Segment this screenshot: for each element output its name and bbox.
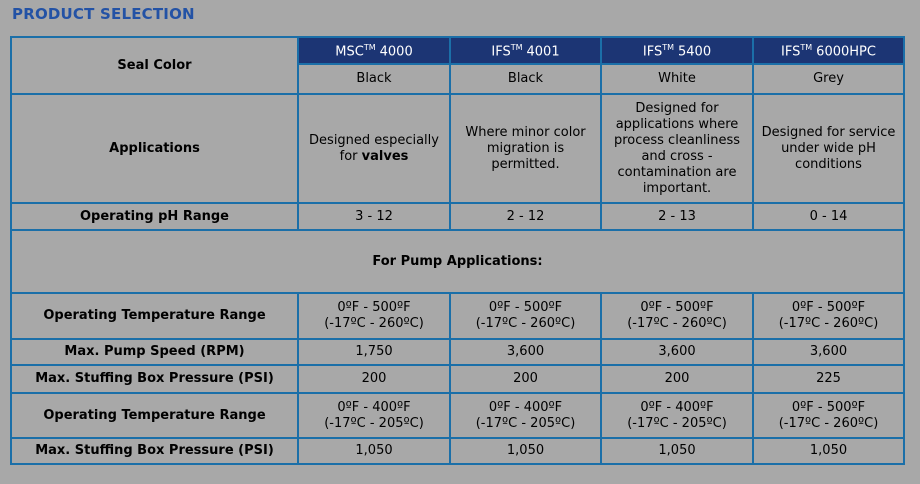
ph-range-label: Operating pH Range (10, 202, 299, 231)
temp-range-1-row: Operating Temperature Range 0ºF - 500ºF … (10, 292, 905, 340)
temp-range-1-label: Operating Temperature Range (10, 292, 299, 340)
stuffing-pressure-2-label: Max. Stuffing Box Pressure (PSI) (10, 437, 299, 465)
temp-celsius: (-17ºC - 205ºC) (627, 415, 727, 431)
stuffing-pressure-value: 1,050 (752, 437, 905, 465)
stuffing-pressure-1-label: Max. Stuffing Box Pressure (PSI) (10, 364, 299, 394)
pump-speed-value: 3,600 (600, 338, 754, 366)
applications-value: Where minor color migration is permitted… (449, 93, 602, 204)
stuffing-pressure-value: 1,050 (297, 437, 451, 465)
product-model: 5400 (678, 44, 712, 60)
seal-color-value: Black (297, 63, 451, 95)
tm-superscript: TM (800, 43, 813, 53)
ph-range-value: 2 - 12 (449, 202, 602, 231)
applications-value: Designed for applications where process … (600, 93, 754, 204)
header-row: Seal Color MSCTM 4000 IFSTM 4001 IFSTM 5400… (10, 36, 905, 95)
tm-superscript: TM (510, 43, 523, 53)
product-name: IFS (781, 44, 801, 60)
pump-speed-value: 3,600 (752, 338, 905, 366)
product-name: IFS (642, 44, 663, 60)
product-selection-table: Seal Color MSCTM 4000 IFSTM 4001 IFSTM 5400… (10, 36, 905, 465)
stuffing-pressure-value: 200 (297, 364, 451, 394)
page-title: PRODUCT SELECTION (12, 5, 195, 23)
tm-superscript: TM (363, 43, 376, 53)
temp-celsius: (-17ºC - 205ºC) (324, 415, 424, 431)
ph-range-value: 0 - 14 (752, 202, 905, 231)
seal-color-label: Seal Color (10, 36, 299, 95)
stuffing-pressure-value: 1,050 (600, 437, 754, 465)
applications-label: Applications (10, 93, 299, 204)
seal-color-row: Black Black White Grey (11, 63, 905, 95)
temp-range-value: 0ºF - 500ºF (-17ºC - 260ºC) (752, 292, 905, 340)
temp-fahrenheit: 0ºF - 400ºF (337, 399, 411, 415)
temp-range-value: 0ºF - 500ºF (-17ºC - 260ºC) (752, 392, 905, 439)
seal-color-value: White (600, 63, 754, 95)
applications-bold-text: valves (361, 148, 409, 164)
stuffing-pressure-value: 200 (449, 364, 602, 394)
seal-color-value: Black (449, 63, 602, 95)
ph-range-value: 2 - 13 (600, 202, 754, 231)
temp-celsius: (-17ºC - 260ºC) (778, 316, 879, 331)
temp-fahrenheit: 0ºF - 500ºF (791, 300, 866, 315)
seal-color-value: Grey (752, 63, 905, 95)
temp-fahrenheit: 0ºF - 500ºF (337, 300, 411, 315)
temp-celsius: (-17ºC - 260ºC) (627, 316, 727, 331)
pump-speed-row: Max. Pump Speed (RPM) 1,750 3,600 3,600 … (10, 338, 905, 366)
temp-range-value: 0ºF - 400ºF (-17ºC - 205ºC) (449, 392, 602, 439)
temp-celsius: (-17ºC - 205ºC) (475, 415, 576, 431)
temp-range-value: 0ºF - 400ºF (-17ºC - 205ºC) (297, 392, 451, 439)
product-header-ifs-5400: IFSTM 5400 (600, 36, 754, 65)
temp-range-value: 0ºF - 400ºF (-17ºC - 205ºC) (600, 392, 754, 439)
ph-range-value: 3 - 12 (297, 202, 451, 231)
temp-fahrenheit: 0ºF - 400ºF (640, 399, 714, 415)
applications-text: Designed especially for (309, 132, 439, 164)
stuffing-pressure-1-row: Max. Stuffing Box Pressure (PSI) 200 200… (10, 364, 905, 394)
temp-celsius: (-17ºC - 260ºC) (324, 316, 424, 331)
stuffing-pressure-value: 200 (600, 364, 754, 394)
temp-range-value: 0ºF - 500ºF (-17ºC - 260ºC) (449, 292, 602, 340)
product-model: 4000 (379, 44, 413, 60)
pump-speed-value: 1,750 (297, 338, 451, 366)
stuffing-pressure-value: 225 (752, 364, 905, 394)
temp-range-value: 0ºF - 500ºF (-17ºC - 260ºC) (297, 292, 451, 340)
applications-row: Applications Designed especially for val… (10, 93, 905, 204)
product-header-ifs-6000hpc: IFSTM 6000HPC (752, 36, 905, 65)
temp-fahrenheit: 0ºF - 500ºF (640, 300, 714, 315)
temp-celsius: (-17ºC - 260ºC) (778, 415, 879, 431)
product-model: 4001 (526, 44, 560, 60)
product-name: MSC (335, 44, 364, 60)
applications-value: Designed for service under wide pH condi… (752, 93, 905, 204)
temp-fahrenheit: 0ºF - 500ºF (488, 300, 563, 315)
product-header-msc-4000: MSCTM 4000 (297, 36, 451, 65)
stuffing-pressure-2-row: Max. Stuffing Box Pressure (PSI) 1,050 1… (10, 437, 905, 465)
product-name: IFS (491, 44, 511, 60)
temp-fahrenheit: 0ºF - 500ºF (791, 399, 866, 415)
temp-range-value: 0ºF - 500ºF (-17ºC - 260ºC) (600, 292, 754, 340)
temp-fahrenheit: 0ºF - 400ºF (488, 399, 563, 415)
pump-speed-label: Max. Pump Speed (RPM) (10, 338, 299, 366)
pump-section-row: For Pump Applications: (10, 229, 905, 294)
ph-range-row: Operating pH Range 3 - 12 2 - 12 2 - 13 … (10, 202, 905, 231)
pump-speed-value: 3,600 (449, 338, 602, 366)
tm-superscript: TM (662, 43, 675, 53)
applications-value: Designed especially for valves (297, 93, 451, 204)
product-header-ifs-4001: IFSTM 4001 (449, 36, 602, 65)
temp-celsius: (-17ºC - 260ºC) (475, 316, 576, 331)
product-model: 6000HPC (816, 44, 876, 60)
pump-section-label: For Pump Applications: (10, 229, 905, 294)
temp-range-2-label: Operating Temperature Range (10, 392, 299, 439)
stuffing-pressure-value: 1,050 (449, 437, 602, 465)
temp-range-2-row: Operating Temperature Range 0ºF - 400ºF … (10, 392, 905, 439)
